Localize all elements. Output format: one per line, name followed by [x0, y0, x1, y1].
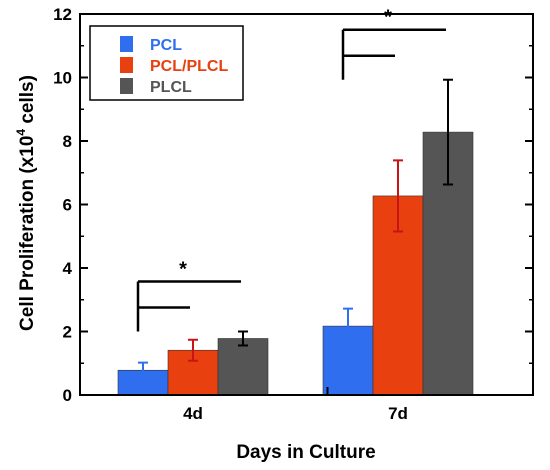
x-tick-label: 4d [183, 404, 203, 423]
significance-star: * [384, 7, 392, 29]
legend-swatch [120, 36, 133, 52]
legend-swatch [120, 78, 133, 94]
y-tick-label: 6 [63, 196, 72, 215]
legend-swatch [120, 57, 133, 73]
y-tick-label: 12 [53, 5, 72, 24]
legend: PCL PCL/PLCL PLCL [89, 25, 244, 101]
legend-label: PLCL [150, 79, 192, 96]
legend-box [89, 25, 244, 101]
legend-label: PCL/PLCL [150, 58, 228, 75]
y-tick-label: 0 [63, 386, 72, 405]
y-axis-title-suffix: cells) [17, 75, 38, 129]
x-axis-title: Days in Culture [236, 442, 375, 463]
y-tick-label: 2 [63, 323, 72, 342]
x-tick-label: 7d [388, 404, 408, 423]
y-tick-label: 4 [63, 259, 73, 278]
axes: 0 2 4 6 8 10 12 4d 7d [53, 5, 534, 423]
significance-star: * [179, 259, 187, 281]
y-tick-label: 8 [63, 132, 72, 151]
y-axis-title: Cell Proliferation (x104 cells) [14, 75, 38, 331]
y-axis-title-exponent: 4 [14, 129, 28, 136]
y-tick-label: 10 [53, 69, 72, 88]
bar-plcl-4d [217, 338, 269, 396]
plot-area: ** [117, 7, 474, 396]
legend-label: PCL [150, 37, 182, 54]
